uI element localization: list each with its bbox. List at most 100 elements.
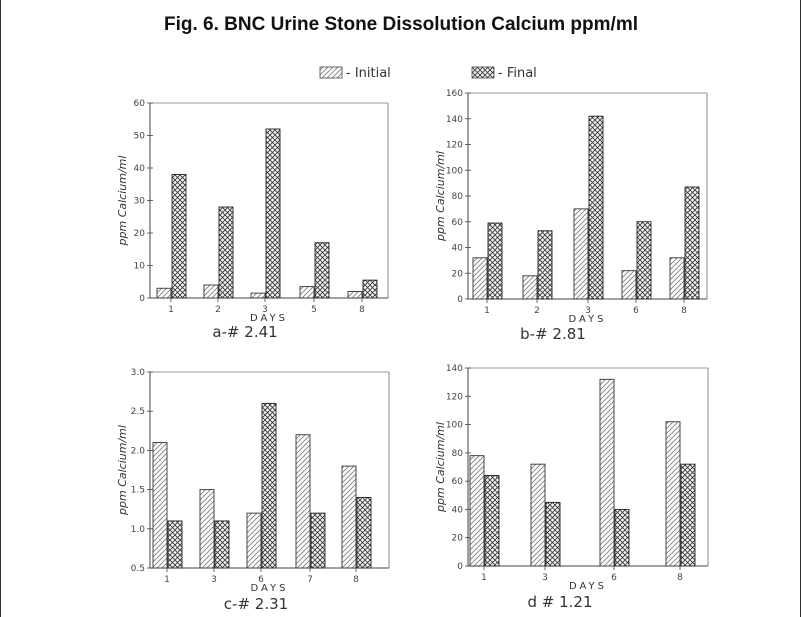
panel-label: a-# 2.41: [212, 323, 277, 341]
y-axis-label: ppm Calcium/ml: [116, 156, 129, 247]
y-tick-label: 50: [134, 132, 146, 142]
y-tick-label: 1.0: [131, 525, 146, 535]
y-tick-label: 60: [452, 477, 464, 487]
y-tick-label: 60: [134, 99, 146, 109]
y-tick-label: 120: [446, 392, 463, 402]
x-axis-label: DAYS: [569, 581, 607, 592]
bar-initial: [295, 434, 311, 569]
bar-initial: [573, 208, 589, 300]
x-tick-label: 2: [534, 306, 540, 316]
bar-initial: [246, 512, 262, 569]
chart-panel-a: 0 10 20 30 40 50 60 1 2 3 5 8 DAYS ppm Calcium/ml a-# …: [116, 99, 389, 341]
y-tick-label: 2.0: [131, 446, 146, 456]
bar-initial: [621, 270, 637, 300]
bar-final: [310, 512, 326, 569]
bar-final: [167, 520, 183, 569]
bar-initial: [347, 291, 363, 299]
bar-final: [314, 242, 330, 299]
x-axis-label: DAYS: [568, 314, 606, 325]
legend-initial-swatch: [319, 66, 343, 79]
bar-final: [614, 508, 630, 567]
bar-initial: [152, 442, 168, 569]
x-tick-label: 1: [481, 573, 487, 583]
panel-label: c-# 2.31: [224, 595, 288, 613]
x-tick-label: 1: [164, 575, 170, 585]
y-tick-label: 0: [457, 562, 463, 572]
bar-initial: [250, 292, 266, 299]
bar-final: [684, 186, 700, 300]
figure-title: Fig. 6. BNC Urine Stone Dissolution Calc…: [164, 14, 638, 35]
x-tick-label: 8: [359, 305, 365, 315]
frame-left-border: [0, 0, 1, 617]
y-tick-label: 80: [452, 192, 464, 202]
legend-final-label: - Final: [498, 66, 537, 81]
x-tick-label: 5: [311, 305, 317, 315]
y-tick-label: 20: [452, 269, 464, 279]
bar-initial: [665, 421, 681, 567]
chart-panel-b: 0 20 40 60 80 100 120 140 160 1 2 3 6 8 DAYS ppm Calciu…: [434, 89, 708, 343]
y-axis-label: ppm Calcium/ml: [116, 425, 129, 516]
bar-final: [265, 128, 281, 299]
y-tick-label: 30: [134, 197, 146, 207]
bar-initial: [469, 455, 485, 567]
chart-panel-c: 0.5 1.0 1.5 2.0 2.5 3.0 1 3 6 7 8 DAYS ppm Calcium/m…: [116, 368, 390, 613]
y-tick-label: 40: [134, 164, 146, 174]
y-tick-label: 60: [452, 218, 464, 228]
x-tick-label: 6: [633, 306, 639, 316]
bar-final: [680, 463, 696, 567]
bar-initial: [522, 275, 538, 300]
y-tick-label: 20: [452, 534, 464, 544]
bar-final: [588, 115, 604, 300]
legend-initial-label: - Initial: [346, 66, 391, 81]
x-tick-label: 8: [681, 306, 687, 316]
y-tick-label: 140: [446, 364, 463, 374]
x-tick-label: 6: [611, 573, 617, 583]
y-tick-label: 10: [134, 262, 146, 272]
bar-final: [487, 222, 503, 300]
x-axis-label: DAYS: [250, 583, 288, 594]
x-axis-label: DAYS: [250, 313, 288, 324]
y-axis-label: ppm Calcium/ml: [434, 422, 447, 513]
x-tick-label: 2: [215, 305, 221, 315]
panel-label: d # 1.21: [527, 593, 592, 611]
bar-final: [261, 402, 277, 569]
x-tick-label: 3: [211, 575, 217, 585]
x-tick-label: 8: [677, 573, 683, 583]
bar-final: [214, 520, 230, 569]
chart-panel-d: 0 20 40 60 80 100 120 140 1 3 6 8 DAYS ppm Calcium/ml…: [434, 364, 709, 611]
panel-label: b-# 2.81: [520, 325, 586, 343]
x-tick-label: 3: [585, 306, 591, 316]
bar-initial: [203, 284, 219, 299]
y-tick-label: 160: [446, 89, 463, 99]
bar-final: [537, 230, 553, 300]
y-axis-label: ppm Calcium/ml: [434, 151, 447, 242]
x-tick-label: 3: [262, 305, 268, 315]
y-tick-label: 1.5: [131, 486, 145, 496]
x-tick-label: 8: [353, 575, 359, 585]
bar-initial: [299, 286, 315, 299]
x-tick-label: 3: [542, 573, 548, 583]
x-tick-label: 1: [484, 306, 490, 316]
bar-final: [545, 501, 561, 567]
bar-final: [171, 174, 187, 299]
y-tick-label: 0.5: [131, 564, 145, 574]
x-tick-label: 6: [258, 575, 264, 585]
bar-final: [218, 206, 234, 299]
y-tick-label: 2.5: [131, 407, 145, 417]
bar-final: [484, 475, 500, 567]
x-tick-label: 7: [307, 575, 313, 585]
y-tick-label: 100: [446, 421, 463, 431]
y-tick-label: 20: [134, 229, 146, 239]
bar-initial: [156, 287, 172, 299]
bar-final: [636, 221, 652, 300]
bar-final: [356, 496, 372, 569]
y-tick-label: 40: [452, 244, 464, 254]
bar-initial: [341, 465, 357, 569]
bar-final: [362, 279, 378, 299]
bar-initial: [669, 257, 685, 300]
y-tick-label: 0: [139, 294, 145, 304]
y-tick-label: 40: [452, 505, 464, 515]
y-tick-label: 3.0: [131, 368, 146, 378]
bar-initial: [199, 489, 215, 569]
